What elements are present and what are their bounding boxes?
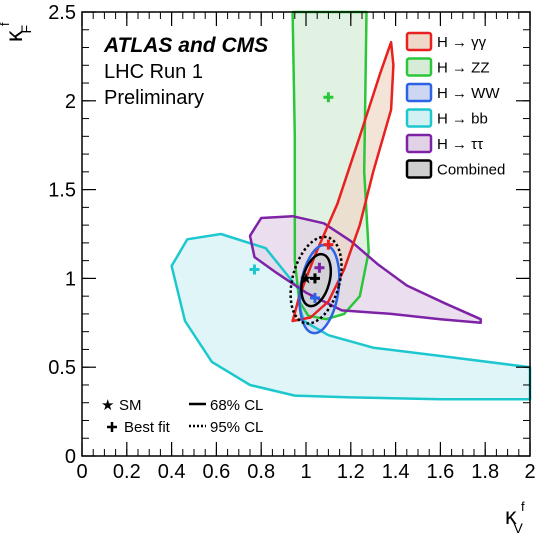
best-fit-bb [249,264,260,275]
axis-ticks [81,11,531,457]
run-label: LHC Run 1 [104,61,203,83]
sub-legend-best-fit: Best fit [124,419,171,436]
best-fit-tt [314,262,325,273]
svg-text:f: f [0,22,12,26]
legend-label-comb: Combined [437,162,505,179]
y-tick-label: 0 [65,446,76,468]
experiment-label: ATLAS and CMS [103,34,268,57]
y-tick-label: 1 [65,268,76,290]
sub-legend-95cl: 95% CL [210,419,263,436]
best-fit-gg [323,239,334,250]
legend-item-bb: H → bb [405,108,488,128]
y-tick-label: 1.5 [48,180,76,202]
legend-swatch-tt [405,133,433,154]
legend: H → γγ H → ZZ H → WW H → bb H → ττ Combined [405,31,505,179]
contour-tt-68-line [248,214,482,325]
legend-label-bb: H → bb [437,111,488,128]
legend-item-tt: H → ττ [405,133,483,154]
x-tick-label: 1.6 [426,461,454,483]
contour-gg-68-line [291,40,395,323]
contour-comb-95-line [289,235,343,325]
legend-item-gg: H → γγ [405,31,487,52]
y-tick-labels: 0 0.5 1 1.5 2 2.5 [48,2,76,468]
status-label: Preliminary [104,87,204,109]
legend-swatch-ww [405,82,433,103]
best-fit-markers: ★ [249,92,334,303]
legend-swatch-gg [405,31,433,52]
y-tick-label: 2 [65,91,76,113]
x-tick-label: 0.4 [158,461,186,483]
legend-label-gg: H → γγ [437,34,487,51]
x-tick-label: 0.6 [202,461,230,483]
legend-item-ww: H → WW [405,82,500,103]
legend-label-tt: H → ττ [437,136,483,153]
x-tick-label: 1 [300,461,311,483]
x-tick-label: 1.4 [382,461,410,483]
sm-point-star: ★ [299,270,312,287]
x-tick-label: 1.8 [471,461,499,483]
svg-text:κF: κF [1,25,34,42]
sub-legend: ★ SM Best fit 68% CL 95% CL [101,397,263,436]
x-tick-labels: 0 0.2 0.4 0.6 0.8 1 1.2 1.4 1.6 1.8 2 [76,461,535,483]
legend-swatch-comb [405,159,433,179]
contour-bb-68-fill [171,234,530,400]
contour-zz-68-line [291,10,370,321]
best-fit-cross-icon [107,422,117,432]
best-fit-zz [323,92,334,103]
legend-item-comb: Combined [405,159,505,179]
best-fit-ww [309,292,320,303]
contour-bb-68-line [170,232,532,401]
legend-swatch-bb [405,108,433,128]
best-fit-comb [309,273,320,284]
y-axis-title: κF f [0,22,34,42]
contour-comb-68-line [300,252,333,308]
x-tick-label: 1.2 [337,461,365,483]
sm-star-icon: ★ [101,397,114,414]
x-axis-title: κV [505,503,524,536]
sub-legend-sm: SM [119,397,142,414]
x-axis-title-sup: f [521,499,525,514]
legend-label-zz: H → ZZ [437,60,490,77]
chart-header: ATLAS and CMS LHC Run 1 Preliminary [103,34,268,109]
legend-label-ww: H → WW [437,85,500,102]
x-tick-label: 0 [76,461,87,483]
y-tick-label: 0.5 [48,357,76,379]
x-tick-label: 0.8 [247,461,275,483]
x-tick-label: 0.2 [113,461,141,483]
y-tick-label: 2.5 [48,2,76,24]
legend-swatch-zz [405,57,433,77]
x-tick-label: 2 [524,461,535,483]
sub-legend-68cl: 68% CL [210,397,263,414]
legend-item-zz: H → ZZ [405,57,490,77]
